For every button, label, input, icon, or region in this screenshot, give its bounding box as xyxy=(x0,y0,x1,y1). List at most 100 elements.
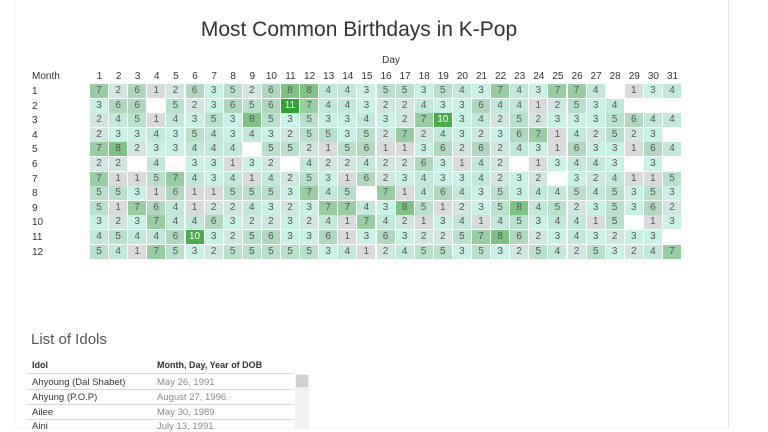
heatmap-cell[interactable]: 3 xyxy=(357,84,376,98)
heatmap-cell[interactable]: 3 xyxy=(663,186,681,201)
heatmap-cell[interactable]: 5 xyxy=(491,186,510,201)
heatmap-cell[interactable]: 4 xyxy=(166,113,185,128)
heatmap-cell[interactable]: 2 xyxy=(529,113,548,128)
heatmap-cell[interactable]: 5 xyxy=(605,215,624,230)
heatmap-cell[interactable]: 3 xyxy=(90,98,108,113)
heatmap-cell[interactable]: 1 xyxy=(338,230,357,244)
heatmap-cell[interactable]: 1 xyxy=(185,200,204,215)
table-row-idol[interactable]: Ailee xyxy=(32,407,54,418)
heatmap-cell[interactable]: 5 xyxy=(395,84,414,98)
heatmap-cell[interactable]: 6 xyxy=(624,113,643,128)
heatmap-cell[interactable]: 2 xyxy=(90,157,108,171)
heatmap-cell[interactable]: 1 xyxy=(109,200,128,215)
heatmap-cell[interactable]: 4 xyxy=(414,186,433,201)
heatmap-cell[interactable]: 1 xyxy=(357,244,376,259)
heatmap-cell[interactable]: 7 xyxy=(319,200,338,215)
heatmap-cell[interactable]: 5 xyxy=(433,244,452,259)
heatmap-cell[interactable]: 1 xyxy=(643,171,662,186)
heatmap-cell[interactable]: 3 xyxy=(567,171,586,186)
heatmap-cell[interactable]: 4 xyxy=(242,127,261,142)
heatmap-cell[interactable]: 3 xyxy=(529,215,548,230)
heatmap-cell[interactable]: 7 xyxy=(663,244,681,259)
heatmap-cell[interactable]: 3 xyxy=(472,84,490,98)
heatmap-cell[interactable]: 4 xyxy=(510,142,529,157)
heatmap-cell[interactable]: 2 xyxy=(242,84,261,98)
heatmap-cell[interactable]: 7 xyxy=(357,215,376,230)
heatmap-cell[interactable]: 2 xyxy=(624,244,643,259)
heatmap-cell[interactable]: 5 xyxy=(586,244,605,259)
heatmap-cell[interactable]: 8 xyxy=(300,84,319,98)
heatmap-cell[interactable]: 3 xyxy=(433,171,452,186)
heatmap-cell[interactable]: 8 xyxy=(510,200,529,215)
heatmap-cell[interactable]: 7 xyxy=(491,84,510,98)
heatmap-cell[interactable]: 3 xyxy=(643,157,662,171)
heatmap-cell[interactable]: 4 xyxy=(319,186,338,201)
heatmap-cell[interactable]: 6 xyxy=(319,230,338,244)
heatmap-cell[interactable]: 4 xyxy=(586,84,605,98)
heatmap-cell[interactable]: 3 xyxy=(510,171,529,186)
heatmap-cell[interactable]: 5 xyxy=(643,186,662,201)
heatmap-cell[interactable]: 2 xyxy=(472,127,490,142)
heatmap-cell[interactable]: 5 xyxy=(166,98,185,113)
heatmap-cell[interactable]: 3 xyxy=(433,157,452,171)
heatmap-cell[interactable]: 7 xyxy=(147,244,166,259)
heatmap-cell[interactable]: 4 xyxy=(643,113,662,128)
heatmap-cell[interactable]: 6 xyxy=(166,186,185,201)
heatmap-cell[interactable]: 2 xyxy=(261,215,280,230)
heatmap-cell[interactable]: 2 xyxy=(395,157,414,171)
heatmap-cell[interactable]: 4 xyxy=(185,171,204,186)
heatmap-cell[interactable]: 3 xyxy=(548,230,567,244)
heatmap-cell[interactable]: 4 xyxy=(242,200,261,215)
heatmap-cell[interactable]: 1 xyxy=(529,98,548,113)
heatmap-cell[interactable]: 2 xyxy=(395,98,414,113)
heatmap-cell[interactable]: 8 xyxy=(395,200,414,215)
heatmap-cell[interactable]: 4 xyxy=(605,98,624,113)
heatmap-cell[interactable]: 6 xyxy=(472,142,490,157)
heatmap-cell[interactable]: 5 xyxy=(319,127,338,142)
heatmap-cell[interactable]: 6 xyxy=(510,230,529,244)
heatmap-cell[interactable]: 3 xyxy=(395,171,414,186)
heatmap-cell[interactable]: 7 xyxy=(90,84,108,98)
heatmap-cell[interactable]: 6 xyxy=(357,142,376,157)
heatmap-cell[interactable]: 4 xyxy=(605,171,624,186)
heatmap-cell[interactable]: 3 xyxy=(643,84,662,98)
heatmap-cell[interactable]: 3 xyxy=(586,98,605,113)
heatmap-cell[interactable]: 5 xyxy=(281,142,299,157)
heatmap-cell[interactable]: 2 xyxy=(204,200,223,215)
heatmap-cell[interactable]: 3 xyxy=(338,113,357,128)
heatmap-cell[interactable]: 5 xyxy=(338,142,357,157)
heatmap-cell[interactable]: 4 xyxy=(663,113,681,128)
heatmap-cell[interactable]: 2 xyxy=(185,98,204,113)
heatmap-cell[interactable]: 4 xyxy=(414,171,433,186)
heatmap-cell[interactable]: 2 xyxy=(90,127,108,142)
heatmap-cell[interactable]: 6 xyxy=(567,142,586,157)
heatmap-cell[interactable]: 2 xyxy=(261,157,280,171)
heatmap-cell[interactable]: 2 xyxy=(204,244,223,259)
heatmap-cell[interactable]: 11 xyxy=(281,98,299,113)
heatmap-cell[interactable]: 7 xyxy=(90,171,108,186)
heatmap-cell[interactable]: 1 xyxy=(128,244,147,259)
heatmap-cell[interactable]: 2 xyxy=(491,171,510,186)
heatmap-cell[interactable]: 1 xyxy=(586,215,605,230)
heatmap-cell[interactable]: 2 xyxy=(548,98,567,113)
heatmap-cell[interactable]: 5 xyxy=(261,142,280,157)
heatmap-cell[interactable]: 3 xyxy=(395,230,414,244)
heatmap-cell[interactable]: 10 xyxy=(185,230,204,244)
heatmap-cell[interactable]: 3 xyxy=(452,113,471,128)
heatmap-cell[interactable]: 1 xyxy=(643,215,662,230)
heatmap-cell[interactable]: 4 xyxy=(548,244,567,259)
heatmap-cell[interactable]: 5 xyxy=(223,244,242,259)
heatmap-cell[interactable]: 6 xyxy=(128,84,147,98)
heatmap-cell[interactable]: 6 xyxy=(510,127,529,142)
heatmap-cell[interactable]: 3 xyxy=(281,186,299,201)
heatmap-cell[interactable]: 3 xyxy=(204,230,223,244)
heatmap-cell[interactable]: 4 xyxy=(376,215,395,230)
heatmap-cell[interactable]: 2 xyxy=(529,171,548,186)
heatmap-cell[interactable]: 4 xyxy=(109,113,128,128)
heatmap-cell[interactable]: 5 xyxy=(472,244,490,259)
heatmap-cell[interactable]: 3 xyxy=(529,142,548,157)
table-scrollbar[interactable] xyxy=(295,374,309,428)
heatmap-cell[interactable]: 3 xyxy=(376,113,395,128)
heatmap-cell[interactable]: 2 xyxy=(452,142,471,157)
heatmap-cell[interactable]: 3 xyxy=(548,157,567,171)
